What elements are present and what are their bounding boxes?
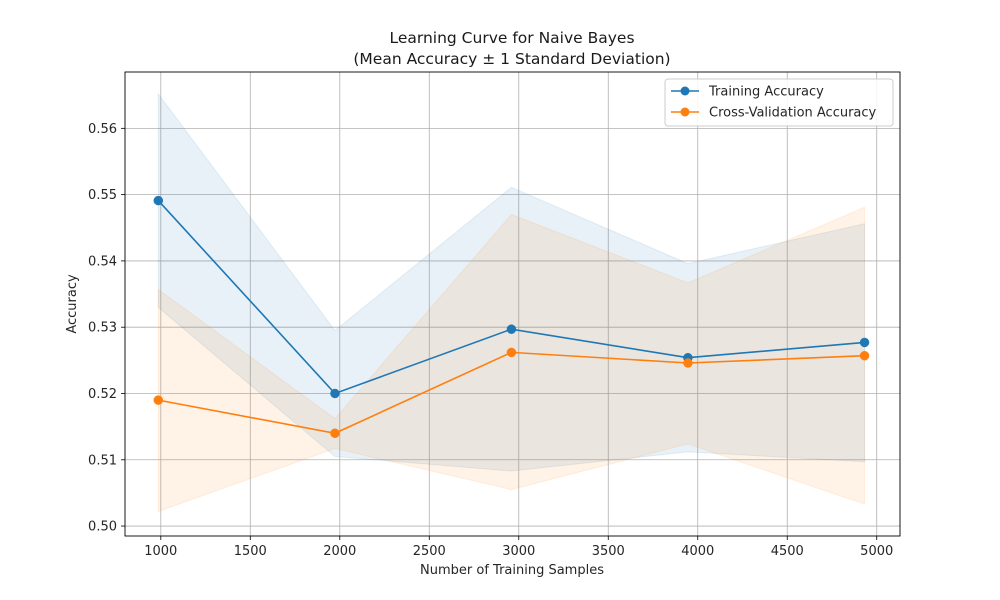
data-point-training-4 <box>859 337 870 348</box>
data-point-training-2 <box>506 324 517 334</box>
y-tick-label-3: 0.53 <box>88 321 117 336</box>
plot-frame <box>124 71 901 537</box>
std-band-training <box>157 92 866 472</box>
data-point-cross-validation-0 <box>153 395 164 405</box>
legend: Training Accuracy Cross-Validation Accura… <box>664 78 894 127</box>
data-point-cross-validation-1 <box>330 428 340 439</box>
x-tick-label-4500: 4500 <box>771 544 804 559</box>
x-tick-label-2000: 2000 <box>323 544 356 559</box>
y-tick-label-5: 0.55 <box>88 188 117 203</box>
x-axis-label: Number of Training Samples <box>420 563 604 578</box>
plot-area: 1000 1500 2000 2500 3000 3500 4000 4500 5000 0.50… <box>88 71 901 559</box>
y-tick-label-1: 0.51 <box>88 453 117 468</box>
x-tick-label-3500: 3500 <box>592 544 625 559</box>
y-tick-label-6: 0.56 <box>88 122 117 137</box>
legend-marker-cross-validation <box>680 107 690 117</box>
x-tick-label-1500: 1500 <box>234 544 267 559</box>
legend-label-cross-validation: Cross-Validation Accuracy <box>709 106 877 121</box>
plot-background <box>125 72 900 536</box>
data-point-training-1 <box>330 388 340 399</box>
data-point-cross-validation-3 <box>683 358 693 368</box>
y-tick-label-0: 0.50 <box>88 520 117 535</box>
data-point-cross-validation-2 <box>506 347 517 358</box>
legend-marker-training <box>680 86 690 96</box>
x-tick-label-5000: 5000 <box>860 544 893 559</box>
x-tick-label-3000: 3000 <box>502 544 535 559</box>
x-tick-label-4000: 4000 <box>681 544 714 559</box>
x-tick-label-2500: 2500 <box>413 544 446 559</box>
data-point-training-0 <box>153 195 164 206</box>
legend-box <box>664 78 894 127</box>
legend-label-training: Training Accuracy <box>708 85 824 100</box>
data-point-cross-validation-4 <box>859 350 870 361</box>
x-tick-label-1000: 1000 <box>144 544 177 559</box>
y-tick-label-2: 0.52 <box>88 387 117 402</box>
y-tick-label-4: 0.54 <box>88 254 117 269</box>
chart-title-line2: (Mean Accuracy ± 1 Standard Deviation) <box>353 50 670 68</box>
y-axis-label: Accuracy <box>65 274 80 334</box>
chart-title-line1: Learning Curve for Naive Bayes <box>389 29 634 47</box>
